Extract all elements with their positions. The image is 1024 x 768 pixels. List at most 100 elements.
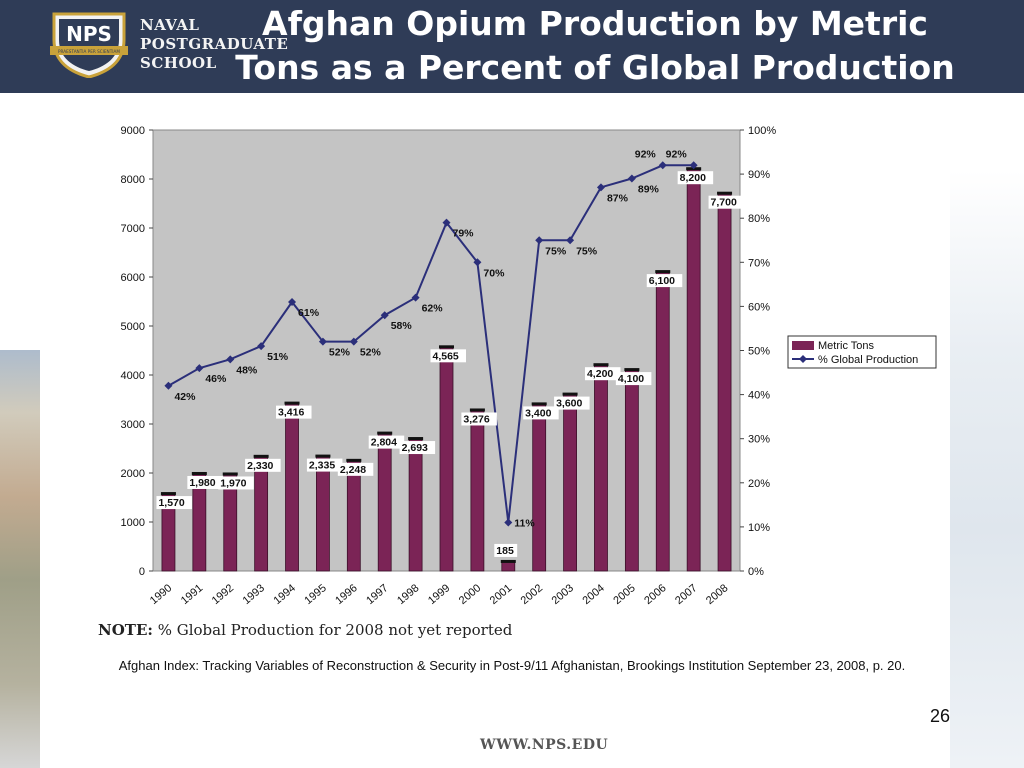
x-axis-tick-label: 2001 (488, 582, 514, 607)
bar-cap (624, 368, 640, 372)
line-point (411, 293, 420, 302)
x-axis-tick-label: 2002 (519, 582, 545, 607)
line-percent-label: 75% (545, 245, 567, 257)
bar (346, 460, 361, 572)
bar (408, 438, 423, 572)
bar (470, 410, 485, 572)
x-axis-tick-label: 2003 (550, 582, 576, 607)
slide-title: Afghan Opium Production by Metric Tons a… (200, 2, 990, 90)
bar-value-label-box (337, 462, 374, 476)
bar-cap (469, 408, 485, 412)
line-percent-label: 70% (483, 267, 505, 279)
legend-label: Metric Tons (818, 340, 875, 352)
bar-cap (346, 458, 362, 462)
school-name-line: POSTGRADUATE (140, 35, 289, 53)
bar (594, 364, 608, 572)
bar-value-label: 2,330 (247, 460, 273, 472)
bar-value-label-box (306, 458, 343, 472)
bar-value-label-box (708, 195, 745, 209)
bar-cap (655, 270, 671, 274)
nps-logo-shield: NPS PRAESTANTIA PER SCIENTIAM (50, 12, 128, 78)
bar (717, 193, 732, 572)
bar-value-label-box (430, 349, 466, 363)
line-percent-label: 92% (666, 148, 688, 160)
left-axis-tick-label: 5000 (121, 321, 145, 333)
school-name-line: NAVAL (140, 16, 200, 34)
line-point (658, 161, 667, 170)
header-bar: NPS PRAESTANTIA PER SCIENTIAM NAVAL POST… (0, 0, 1024, 93)
bar-value-label-box (187, 475, 223, 489)
bar-value-label: 3,400 (525, 407, 551, 419)
legend-swatch-bars (792, 341, 814, 350)
line-point (504, 518, 513, 527)
x-axis-tick-label: 1996 (333, 582, 359, 607)
bar-value-label-box (399, 441, 436, 455)
x-axis-tick-label: 1998 (395, 582, 421, 607)
x-axis-tick-label: 2004 (580, 582, 606, 607)
source-citation: Afghan Index: Tracking Variables of Reco… (118, 658, 906, 673)
line-percent-label: 89% (638, 184, 660, 196)
bar-value-label-box (245, 458, 281, 472)
x-axis-tick-label: 1990 (148, 582, 174, 607)
bar-cap (562, 392, 578, 396)
bar-value-label: 4,100 (618, 373, 644, 385)
left-axis-tick-label: 7000 (121, 223, 145, 235)
background-map-right (950, 170, 1024, 768)
x-axis-tick-label: 2005 (611, 582, 637, 607)
bar-cap (222, 472, 238, 476)
school-name-line: SCHOOL (140, 54, 217, 72)
legend-swatch-marker (799, 355, 807, 363)
bar-value-label: 4,200 (587, 368, 613, 380)
line-percent-label: 11% (514, 517, 535, 529)
bar-value-label: 2,248 (340, 464, 366, 476)
line-percent-label: 61% (298, 307, 320, 319)
right-axis-tick-label: 20% (748, 478, 770, 490)
x-axis-tick-label: 1991 (179, 582, 205, 607)
bar-value-label: 3,600 (556, 398, 582, 410)
bar-value-label: 6,100 (649, 275, 675, 287)
bar (285, 403, 299, 572)
logo-text: NPS (66, 22, 112, 46)
x-axis-tick-label: 2000 (457, 582, 483, 607)
x-axis-tick-label: 2008 (704, 582, 730, 607)
footer-url: WWW.NPS.EDU (480, 737, 609, 753)
bar-value-label: 1,980 (189, 477, 215, 489)
line-percent-label: 58% (391, 320, 413, 332)
bar-cap (377, 431, 393, 435)
right-axis-tick-label: 50% (748, 346, 770, 358)
line-point (318, 337, 327, 346)
left-axis-tick-label: 1000 (121, 517, 145, 529)
line-percent-label: 48% (236, 364, 258, 376)
chart-note: NOTE: % Global Production for 2008 not y… (98, 621, 512, 639)
right-axis-tick-label: 0% (748, 566, 764, 578)
bar (655, 271, 670, 572)
bar-value-label-box (494, 543, 518, 557)
line-point (566, 236, 575, 245)
line-percent-label: 62% (422, 303, 444, 315)
bar-value-label-box (156, 496, 192, 510)
line-point (689, 161, 698, 170)
bar-cap (593, 363, 609, 367)
opium-production-chart: 0 1000 2000 3000 4000 5000 6000 7000 8000 9000 0% 1… (121, 125, 937, 607)
line-percent-label: 52% (360, 347, 382, 359)
bar-value-label: 1,970 (220, 477, 246, 489)
bar-value-label: 1,570 (158, 497, 184, 509)
line-point (442, 218, 451, 227)
line-point (226, 355, 235, 364)
line-series-path (167, 164, 694, 523)
bar-value-label: 185 (496, 545, 514, 557)
bar-cap (191, 471, 207, 475)
bar (316, 456, 330, 572)
right-axis-tick-label: 40% (748, 390, 770, 402)
bar-value-label: 2,804 (371, 437, 397, 449)
school-name: NAVAL POSTGRADUATE SCHOOL (140, 16, 288, 73)
bar-value-label: 4,565 (433, 350, 459, 362)
x-axis-tick-label: 2007 (673, 582, 699, 607)
background-photo-left (0, 350, 40, 768)
line-percent-label: 52% (329, 347, 351, 359)
bar-value-label-box (646, 274, 683, 288)
bar-cap (253, 454, 269, 458)
bar-cap (160, 492, 176, 496)
bar-cap (408, 437, 424, 441)
line-percent-label: 46% (205, 373, 227, 385)
